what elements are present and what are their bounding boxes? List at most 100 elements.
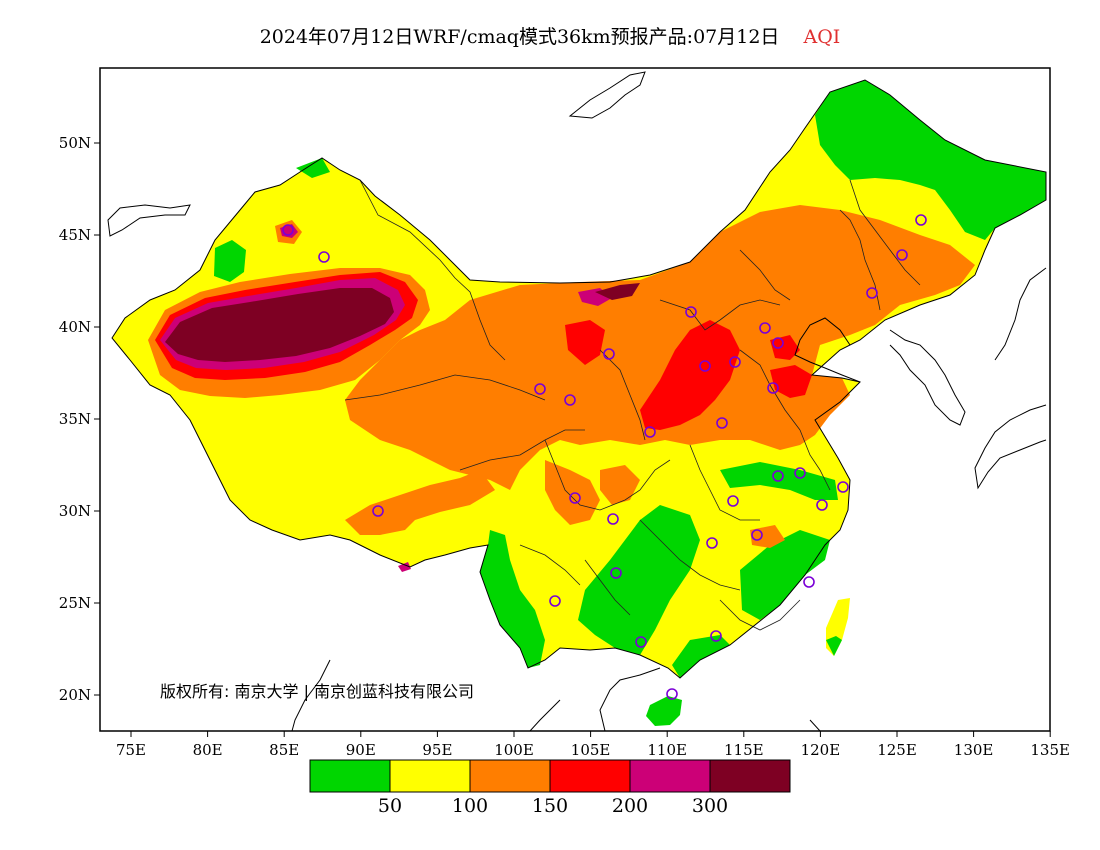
legend-color-swatch [469, 759, 551, 793]
southeast-green-zone [740, 530, 830, 620]
coastline-korea [889, 329, 966, 426]
station-marker [772, 470, 784, 482]
northeast-green-zone [815, 80, 1046, 240]
station-marker [803, 576, 815, 588]
x-tick-label: 105E [571, 741, 611, 759]
xinjiang-green-zone [214, 240, 246, 282]
y-tick-label: 30N [59, 502, 91, 520]
x-tick-label: 110E [647, 741, 687, 759]
station-marker [759, 322, 771, 334]
legend-color-swatch [629, 759, 711, 793]
guangxi-green-zone [578, 505, 700, 655]
legend-label: 300 [692, 795, 728, 817]
x-tick-label: 125E [877, 741, 917, 759]
mongolia-hazardous-spot [595, 283, 640, 300]
station-marker [685, 306, 697, 318]
x-tick-label: 90E [346, 741, 376, 759]
station-marker [772, 337, 784, 349]
coastline-sakhalin [568, 71, 646, 119]
hainan-island [646, 696, 682, 726]
chongqing-orange-zone [600, 465, 640, 505]
xinjiang-hazardous-core [165, 288, 394, 362]
inner-mongolia-red-zone [565, 320, 605, 365]
station-marker [318, 251, 330, 263]
station-markers [282, 214, 927, 700]
station-marker [607, 513, 619, 525]
station-marker [282, 224, 294, 236]
tibet-magenta-spot [398, 562, 411, 572]
y-tick-label: 45N [59, 226, 91, 244]
station-marker [569, 492, 581, 504]
legend-color-swatch [389, 759, 471, 793]
station-marker [635, 636, 647, 648]
legend-label: 150 [532, 795, 568, 817]
station-marker [727, 495, 739, 507]
legend-label: 50 [378, 795, 402, 817]
y-tick-label: 40N [59, 318, 91, 336]
x-tick-label: 80E [193, 741, 223, 759]
copyright-text: 版权所有: 南京大学 | 南京创蓝科技有限公司 [160, 682, 474, 701]
beijing-red-zone [770, 335, 800, 360]
station-marker [564, 394, 576, 406]
station-marker [896, 249, 908, 261]
station-marker [372, 505, 384, 517]
station-marker [816, 499, 828, 511]
station-marker [699, 360, 711, 372]
x-tick-label: 75E [116, 741, 146, 759]
legend-label: 100 [452, 795, 488, 817]
map-title-main: 2024年07月12日WRF/cmaq模式36km预报产品:07月12日 [259, 26, 780, 48]
station-marker [767, 382, 779, 394]
station-marker [751, 529, 763, 541]
south-coast-green [672, 635, 730, 678]
station-marker [866, 287, 878, 299]
station-marker [644, 426, 656, 438]
x-tick-label: 115E [724, 741, 764, 759]
china-border [111, 79, 1047, 679]
x-tick-label: 120E [801, 741, 841, 759]
station-marker [915, 214, 927, 226]
plot-frame [99, 67, 1051, 732]
station-marker [710, 630, 722, 642]
tibet-orange-zone [345, 470, 495, 535]
coastline-japan [974, 267, 1047, 490]
shanxi-red-zone [640, 320, 740, 430]
station-marker [603, 348, 615, 360]
legend-color-swatch [549, 759, 631, 793]
aqi-legend: 50 100 150 200 300 [309, 759, 791, 817]
southwest-green-zone [480, 530, 545, 668]
x-axis: 75E 80E 85E 90E 95E 100E 105E 110E 115E 120E 125E 1… [116, 731, 1070, 759]
legend-color-swatch [309, 759, 391, 793]
station-marker [549, 595, 561, 607]
shandong-red-zone [770, 365, 812, 398]
station-marker [610, 567, 622, 579]
legend-label: 200 [612, 795, 648, 817]
station-marker [794, 467, 806, 479]
y-tick-label: 25N [59, 594, 91, 612]
station-marker [666, 688, 678, 700]
y-tick-label: 35N [59, 410, 91, 428]
map-title-field: AQI [803, 26, 841, 48]
station-marker [534, 383, 546, 395]
y-axis: 50N 45N 40N 35N 30N 25N 20N [59, 134, 100, 704]
station-marker [837, 481, 849, 493]
y-tick-label: 20N [59, 686, 91, 704]
map-plot-area: 版权所有: 南京大学 | 南京创蓝科技有限公司 [100, 68, 1050, 731]
x-tick-label: 85E [269, 741, 299, 759]
coastline-balkhash [107, 204, 191, 237]
taiwan-green-edge [826, 636, 842, 656]
x-tick-label: 130E [954, 741, 994, 759]
xinjiang-north-green [296, 158, 330, 178]
station-marker [729, 356, 741, 368]
province-boundaries [344, 179, 921, 631]
x-tick-label: 135E [1030, 741, 1070, 759]
coastline-indochina [291, 659, 821, 731]
station-marker [716, 417, 728, 429]
y-tick-label: 50N [59, 134, 91, 152]
legend-color-swatch [709, 759, 791, 793]
sichuan-orange-zone [545, 460, 600, 525]
x-tick-label: 95E [422, 741, 452, 759]
x-tick-label: 100E [494, 741, 534, 759]
station-marker [706, 537, 718, 549]
coastline-bohai [794, 317, 861, 383]
